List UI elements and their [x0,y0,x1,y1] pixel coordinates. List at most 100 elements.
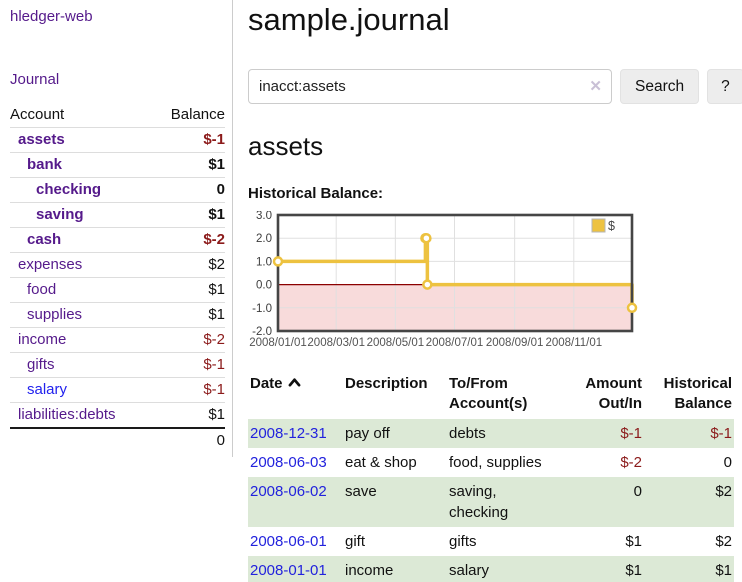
historical-balance-chart: $3.0 2.0 1.0 0.0 -1.0 -2.0 2008/01/01 2008/03/0… [242,210,742,357]
svg-text:2008/07/01: 2008/07/01 [426,337,484,349]
account-row: bank $1 [10,152,225,178]
register-header-historical: Historical Balance [663,375,732,412]
transaction-date-link[interactable]: 2008-06-03 [250,454,327,471]
register-header-date[interactable]: Date [248,370,345,419]
transaction-description: pay off [345,425,390,442]
account-link[interactable]: gifts [27,356,55,373]
account-balance: $1 [208,281,225,298]
chart-legend: $ [591,218,615,233]
register-row: 2008-01-01 income salary $1 $1 [248,556,734,582]
transaction-balance: 0 [723,454,732,471]
page-title: sample.journal [248,2,450,37]
svg-text:0.0: 0.0 [256,280,272,292]
account-row: checking 0 [10,177,225,203]
account-link[interactable]: saving [36,206,84,223]
transaction-accounts: debts [449,425,486,442]
help-button[interactable]: ? [707,69,742,104]
account-link[interactable]: liabilities:debts [18,406,116,423]
account-balance: $-1 [203,131,225,148]
transaction-amount: 0 [633,483,642,500]
svg-text:2.0: 2.0 [256,233,272,245]
account-row: supplies $1 [10,302,225,328]
register-body: 2008-12-31 pay off debts $-1 $-1 2008-06-03 ea… [248,419,734,582]
transaction-accounts: saving, checking [449,483,509,521]
transaction-accounts: gifts [449,533,477,550]
account-balance-table: Account Balance assets $-1 bank $1 checking 0… [10,103,225,453]
account-row: liabilities:debts $1 [10,402,225,429]
clear-search-icon[interactable]: ✕ [589,78,602,95]
transaction-accounts: food, supplies [449,454,542,471]
account-row: expenses $2 [10,252,225,278]
register-header-description: Description [345,375,428,392]
transaction-date-link[interactable]: 2008-01-01 [250,562,327,579]
account-column-header: Account [10,106,65,123]
account-link[interactable]: food [27,281,57,298]
svg-text:1.0: 1.0 [256,256,272,268]
transaction-accounts: salary [449,562,490,579]
account-row: assets $-1 [10,127,225,153]
sidebar-item-journal[interactable]: Journal [10,71,60,88]
account-link[interactable]: bank [27,156,63,173]
search-button[interactable]: Search [620,69,700,104]
transaction-amount: $1 [625,533,642,550]
account-row: gifts $-1 [10,352,225,378]
register-table: Date Description To/From Account(s) Amount … [248,370,734,582]
search-input[interactable] [248,69,612,104]
total-balance: 0 [152,427,225,453]
transaction-amount: $-1 [620,425,642,442]
account-table-body: assets $-1 bank $1 checking 0 saving $1 cash $-2 e… [10,127,225,429]
account-balance: $-1 [203,381,225,398]
register-header-to: To/From Account(s) [449,375,528,412]
account-balance: $1 [208,406,225,423]
transaction-balance: $2 [715,483,732,500]
account-link[interactable]: cash [27,231,62,248]
transaction-date-link[interactable]: 2008-12-31 [250,425,327,442]
sort-asc-icon [288,378,300,387]
svg-text:2008/01/01: 2008/01/01 [249,337,307,349]
account-link[interactable]: salary [27,381,68,398]
account-row: cash $-2 [10,227,225,253]
transaction-amount: $-2 [620,454,642,471]
register-row: 2008-12-31 pay off debts $-1 $-1 [248,419,734,448]
register-row: 2008-06-03 eat & shop food, supplies $-2 0 [248,448,734,477]
svg-text:$: $ [608,219,615,233]
transaction-description: income [345,562,394,579]
svg-text:2008/03/01: 2008/03/01 [307,337,365,349]
account-row: income $-2 [10,327,225,353]
register-row: 2008-06-01 gift gifts $1 $2 [248,527,734,556]
account-row: saving $1 [10,202,225,228]
account-balance: $-1 [203,356,225,373]
chart-title-label: Historical Balance: [248,185,384,202]
total-row: 0 [10,427,225,453]
transaction-amount: $1 [625,562,642,579]
account-balance: $1 [208,306,225,323]
account-balance: $1 [208,206,225,223]
account-balance: $-2 [203,331,225,348]
transaction-description: save [345,483,377,500]
svg-text:2008/05/01: 2008/05/01 [367,337,425,349]
balance-column-header: Balance [170,106,225,123]
account-link[interactable]: expenses [18,256,83,273]
svg-text:2008/11/01: 2008/11/01 [545,337,602,349]
account-link[interactable]: income [18,331,67,348]
search-form: ✕ Search ? [248,69,742,104]
account-heading: assets [248,131,324,161]
account-row: food $1 [10,277,225,303]
account-balance: $-2 [203,231,225,248]
transaction-description: eat & shop [345,454,417,471]
account-link[interactable]: assets [18,131,65,148]
account-link[interactable]: checking [36,181,102,198]
transaction-balance: $-1 [710,425,732,442]
register-header-amount: Amount Out/In [585,375,642,412]
transaction-date-link[interactable]: 2008-06-02 [250,483,327,500]
register-row: 2008-06-02 save saving, checking 0 $2 [248,477,734,527]
main-content: sample.journal ✕ Search ? assets Histori… [248,0,742,582]
account-balance: 0 [216,181,225,198]
transaction-date-link[interactable]: 2008-06-01 [250,533,327,550]
brand-link[interactable]: hledger-web [10,8,93,25]
account-balance: $2 [208,256,225,273]
svg-text:2008/09/01: 2008/09/01 [486,337,544,349]
account-link[interactable]: supplies [27,306,83,323]
register-header-row: Date Description To/From Account(s) Amount … [248,370,734,419]
